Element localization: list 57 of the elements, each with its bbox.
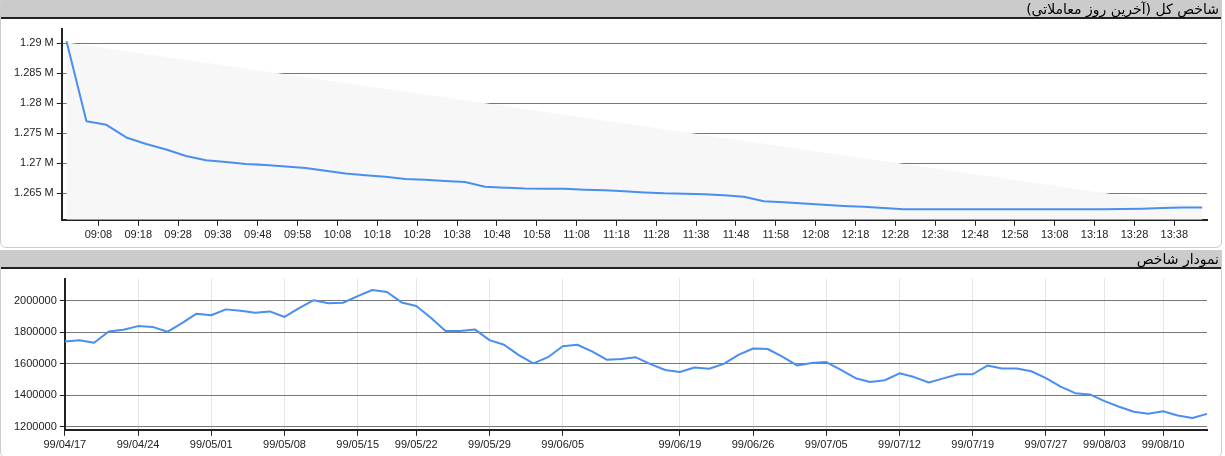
y-tick-label: 1400000 bbox=[14, 388, 57, 401]
y-tick-label: 1200000 bbox=[14, 419, 57, 432]
x-tick-label: 99/05/08 bbox=[263, 438, 306, 451]
x-tick-label: 09:18 bbox=[124, 228, 153, 241]
x-tick-label: 99/06/05 bbox=[541, 438, 585, 451]
x-tick-label: 12:08 bbox=[801, 228, 830, 241]
x-tick-label: 99/06/26 bbox=[731, 438, 775, 451]
x-tick-label: 12:48 bbox=[961, 228, 989, 241]
x-tick-label: 99/07/12 bbox=[878, 438, 921, 451]
x-tick-label: 10:58 bbox=[522, 228, 551, 241]
y-tick-label: 1.29 M bbox=[20, 36, 54, 49]
x-tick-label: 11:58 bbox=[762, 228, 790, 241]
x-tick-label: 13:08 bbox=[1041, 228, 1069, 241]
x-tick-label: 99/07/05 bbox=[804, 438, 848, 451]
y-tick-label: 1.28 M bbox=[20, 96, 54, 109]
x-tick-label: 99/07/27 bbox=[1024, 438, 1068, 451]
y-tick-label: 1.285 M bbox=[14, 66, 54, 79]
x-tick-label: 99/05/22 bbox=[394, 438, 438, 451]
x-tick-label: 11:08 bbox=[563, 228, 590, 241]
chart-title: شاخص کل (آخرین روز معاملاتی) bbox=[1, 1, 1221, 19]
x-tick-label: 13:18 bbox=[1080, 228, 1109, 241]
y-tick-label: 1.27 M bbox=[20, 156, 54, 169]
x-tick-label: 99/05/15 bbox=[336, 438, 380, 451]
chart-title: نمودار شاخص bbox=[1, 251, 1221, 269]
y-tick-label: 1600000 bbox=[14, 356, 57, 369]
x-tick-label: 99/06/19 bbox=[658, 438, 702, 451]
x-tick-label: 10:48 bbox=[483, 228, 511, 241]
x-tick-label: 10:18 bbox=[363, 228, 392, 241]
x-tick-label: 99/04/17 bbox=[43, 438, 87, 451]
x-tick-label: 99/07/19 bbox=[951, 438, 995, 451]
y-tick-label: 1800000 bbox=[14, 325, 57, 338]
x-tick-label: 99/04/24 bbox=[116, 438, 160, 451]
y-tick-label: 2000000 bbox=[14, 293, 57, 306]
x-tick-label: 11:28 bbox=[642, 228, 670, 241]
x-tick-label: 09:08 bbox=[84, 228, 113, 241]
x-tick-label: 12:38 bbox=[921, 228, 949, 241]
x-tick-label: 11:18 bbox=[603, 228, 630, 241]
x-tick-label: 12:58 bbox=[1001, 228, 1029, 241]
x-tick-label: 12:18 bbox=[841, 228, 870, 241]
x-tick-label: 09:38 bbox=[204, 228, 232, 241]
x-tick-label: 11:48 bbox=[722, 228, 750, 241]
x-tick-label: 99/08/10 bbox=[1141, 438, 1185, 451]
x-tick-label: 10:28 bbox=[403, 228, 431, 241]
x-tick-label: 13:38 bbox=[1160, 228, 1189, 241]
x-tick-label: 09:48 bbox=[244, 228, 272, 241]
x-tick-label: 13:28 bbox=[1120, 228, 1149, 241]
x-tick-label: 10:08 bbox=[323, 228, 352, 241]
x-tick-label: 99/05/29 bbox=[468, 438, 511, 451]
x-tick-label: 09:58 bbox=[283, 228, 312, 241]
x-tick-label: 99/08/03 bbox=[1083, 438, 1126, 451]
x-tick-label: 10:38 bbox=[443, 228, 471, 241]
x-tick-label: 09:28 bbox=[164, 228, 192, 241]
x-tick-label: 99/05/01 bbox=[189, 438, 233, 451]
y-tick-label: 1.275 M bbox=[14, 126, 54, 139]
x-tick-label: 11:38 bbox=[682, 228, 710, 241]
x-tick-label: 12:28 bbox=[881, 228, 910, 241]
y-tick-label: 1.265 M bbox=[14, 186, 54, 199]
